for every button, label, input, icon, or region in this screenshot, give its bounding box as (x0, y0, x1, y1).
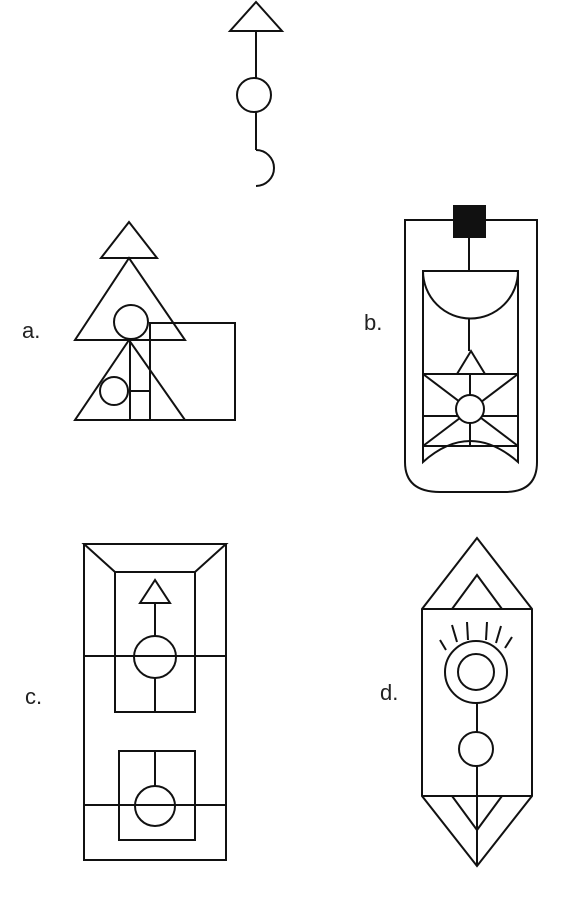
option-d-label[interactable]: d. (380, 680, 399, 705)
option-c-label[interactable]: c. (25, 684, 43, 709)
option-a-figure[interactable] (73, 220, 236, 421)
option-d-figure[interactable] (421, 536, 533, 868)
option-b-label[interactable]: b. (364, 310, 383, 335)
option-c-figure[interactable] (81, 543, 229, 861)
reference-figure (227, 0, 285, 187)
option-b-figure[interactable] (404, 205, 538, 493)
option-a-label[interactable]: a. (22, 318, 41, 343)
